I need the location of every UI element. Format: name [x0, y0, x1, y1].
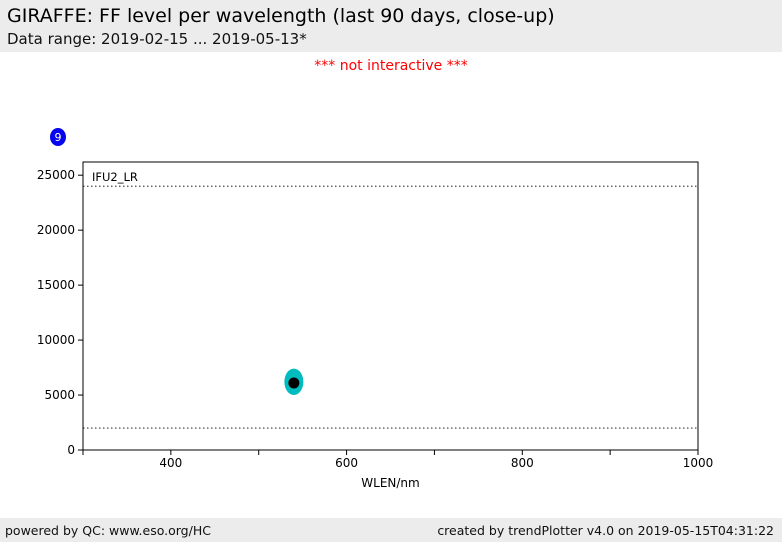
- y-tick-label: 0: [67, 443, 75, 457]
- footer-band: powered by QC: www.eso.org/HC created by…: [0, 518, 782, 542]
- plot-border: [82, 161, 699, 451]
- y-tick-label: 5000: [44, 388, 75, 402]
- page-title: GIRAFFE: FF level per wavelength (last 9…: [7, 5, 555, 27]
- footer-powered-by: powered by QC: www.eso.org/HC: [5, 522, 211, 538]
- x-axis-title: WLEN/nm: [361, 476, 419, 490]
- y-tick-label: 10000: [37, 333, 75, 347]
- median-point: [288, 377, 300, 389]
- footer-created-by: created by trendPlotter v4.0 on 2019-05-…: [437, 522, 774, 538]
- x-tick-label: 800: [511, 456, 534, 470]
- y-tick-label: 20000: [37, 223, 75, 237]
- point-count-badge: 9: [50, 128, 66, 146]
- data-range-subtitle: Data range: 2019-02-15 ... 2019-05-13*: [7, 30, 307, 48]
- y-tick-label: 15000: [37, 278, 75, 292]
- x-tick-label: 400: [159, 456, 182, 470]
- header-band: GIRAFFE: FF level per wavelength (last 9…: [0, 0, 782, 52]
- not-interactive-notice: *** not interactive ***: [314, 58, 468, 74]
- point-count-value: 9: [54, 130, 62, 144]
- y-tick-label: 25000: [37, 168, 75, 182]
- x-tick-label: 600: [335, 456, 358, 470]
- x-tick-label: 1000: [683, 456, 714, 470]
- setting-label: IFU2_LR: [92, 170, 138, 184]
